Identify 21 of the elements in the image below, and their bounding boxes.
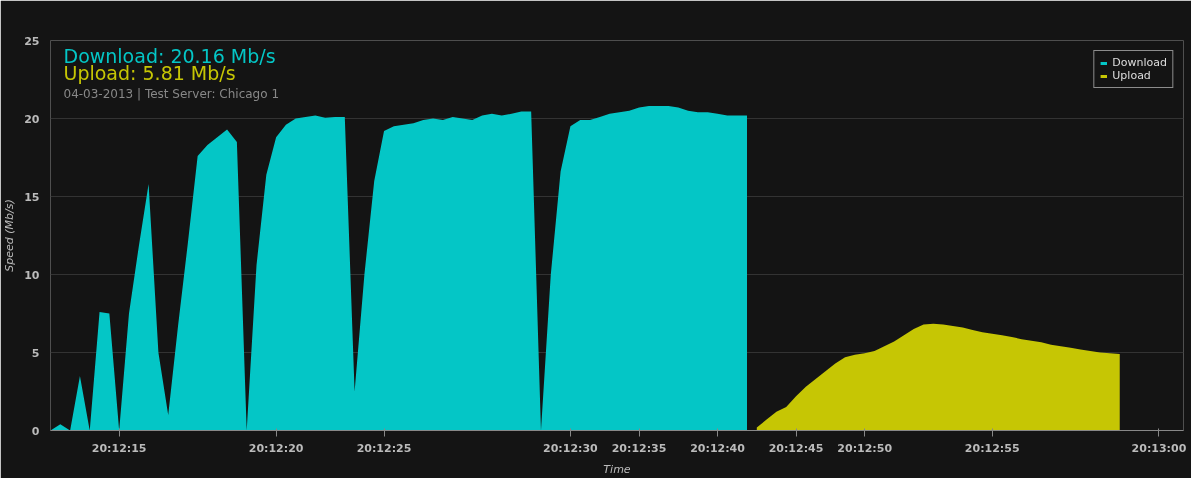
y-tick-label: 10 <box>24 268 40 282</box>
x-tick-label: 20:12:55 <box>964 441 1020 455</box>
y-tick-label: 20 <box>24 112 40 126</box>
annotation: 04-03-2013 | Test Server: Chicago 1 <box>63 86 280 101</box>
legend-label: Upload <box>1112 69 1151 82</box>
x-tick-label: 20:12:25 <box>356 441 412 455</box>
x-tick-label: 20:12:40 <box>690 441 746 455</box>
x-tick-label: 20:12:20 <box>248 441 304 455</box>
y-axis-title: Speed (Mb/s) <box>3 199 17 272</box>
y-tick-label: 25 <box>24 34 40 48</box>
x-tick-label: 20:12:30 <box>543 441 599 455</box>
y-tick-label: 15 <box>24 190 40 204</box>
x-tick-label: 20:13:00 <box>1131 441 1187 455</box>
x-tick-label: 20:12:50 <box>837 441 893 455</box>
x-tick-label: 20:12:45 <box>768 441 824 455</box>
x-tick-label: 20:12:35 <box>611 441 667 455</box>
y-tick-label: 0 <box>31 424 40 438</box>
x-tick-label: 20:12:15 <box>91 441 147 455</box>
x-axis-title: Time <box>603 462 631 476</box>
legend-label: Download <box>1112 56 1167 69</box>
y-tick-label: 5 <box>31 346 40 360</box>
